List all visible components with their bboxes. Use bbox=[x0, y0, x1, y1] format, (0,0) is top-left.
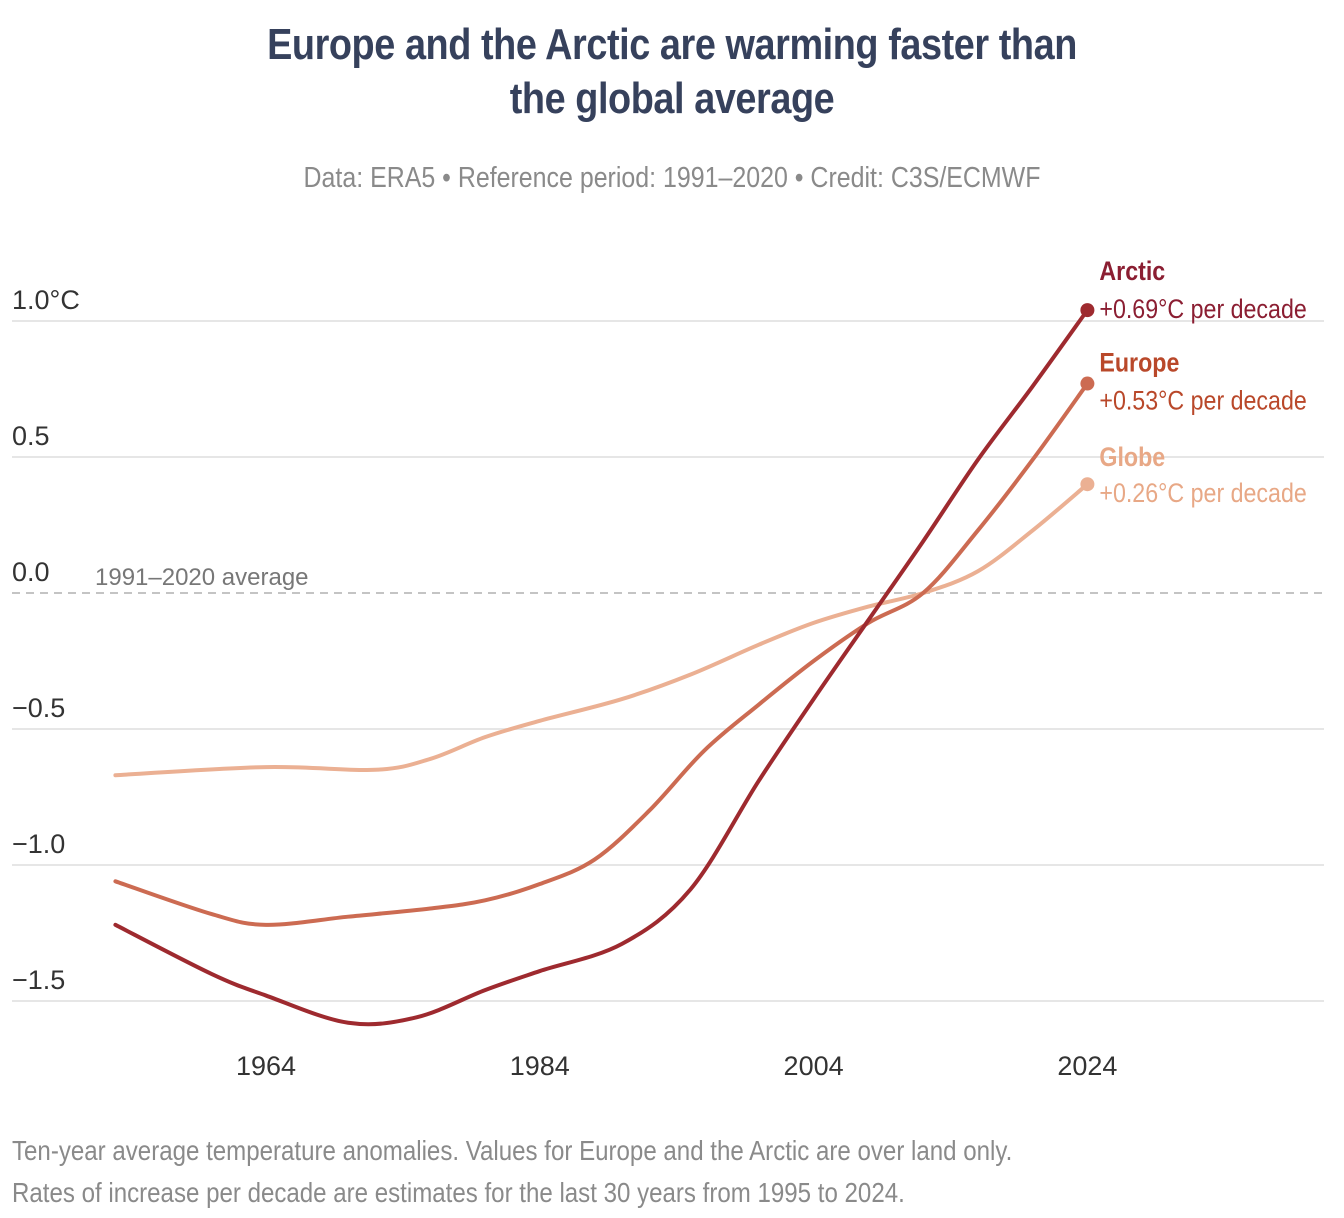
y-axis-ticks: 1.0°C 0.5 0.0 −0.5 −1.0 −1.5 bbox=[12, 285, 80, 995]
footnote: Ten-year average temperature anomalies. … bbox=[12, 1130, 1012, 1214]
globe-line bbox=[113, 482, 1090, 778]
x-tick-label: 2004 bbox=[784, 1051, 844, 1081]
footnote-line-1: Ten-year average temperature anomalies. … bbox=[12, 1135, 1013, 1166]
reference-line-group: 1991–2020 average bbox=[12, 564, 1324, 594]
europe-series-name-label: Europe bbox=[1099, 348, 1179, 378]
globe-series-name-label: Globe bbox=[1099, 443, 1165, 473]
x-axis-ticks: 1964 1984 2004 2024 bbox=[236, 1051, 1117, 1081]
globe-end-point bbox=[1080, 477, 1095, 492]
europe-end-point bbox=[1080, 376, 1095, 391]
series-lines bbox=[113, 303, 1095, 1027]
arctic-end-point bbox=[1080, 303, 1095, 318]
y-tick-label: −1.5 bbox=[12, 965, 65, 995]
y-tick-label: 1.0°C bbox=[12, 285, 80, 315]
chart-title-line-1: Europe and the Arctic are warming faster… bbox=[267, 20, 1077, 69]
chart-subtitle: Data: ERA5 • Reference period: 1991–2020… bbox=[303, 162, 1041, 194]
x-tick-label: 1984 bbox=[510, 1051, 570, 1081]
reference-line-label: 1991–2020 average bbox=[95, 564, 309, 591]
chart-title: Europe and the Arctic are warming faster… bbox=[94, 18, 1250, 126]
y-tick-label: −1.0 bbox=[12, 829, 65, 859]
y-tick-label: −0.5 bbox=[12, 693, 65, 723]
x-tick-label: 2024 bbox=[1057, 1051, 1117, 1081]
arctic-rate-label: +0.69°C per decade bbox=[1099, 295, 1306, 325]
gridlines bbox=[12, 320, 1324, 1002]
y-tick-label: 0.0 bbox=[12, 557, 50, 587]
series-labels: Globe +0.26°C per decade Europe +0.53°C per… bbox=[1099, 257, 1306, 509]
europe-line bbox=[113, 381, 1090, 927]
arctic-line bbox=[113, 308, 1090, 1027]
globe-rate-label: +0.26°C per decade bbox=[1099, 479, 1306, 509]
x-tick-label: 1964 bbox=[236, 1051, 296, 1081]
footnote-line-2: Rates of increase per decade are estimat… bbox=[12, 1177, 905, 1208]
y-tick-label: 0.5 bbox=[12, 421, 50, 451]
arctic-series-name-label: Arctic bbox=[1099, 257, 1165, 287]
chart-title-line-2: the global average bbox=[509, 74, 835, 123]
europe-rate-label: +0.53°C per decade bbox=[1099, 386, 1306, 416]
